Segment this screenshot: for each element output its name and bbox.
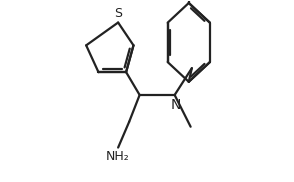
Text: N: N <box>170 98 181 112</box>
Text: NH₂: NH₂ <box>105 150 129 163</box>
Text: S: S <box>114 7 122 20</box>
